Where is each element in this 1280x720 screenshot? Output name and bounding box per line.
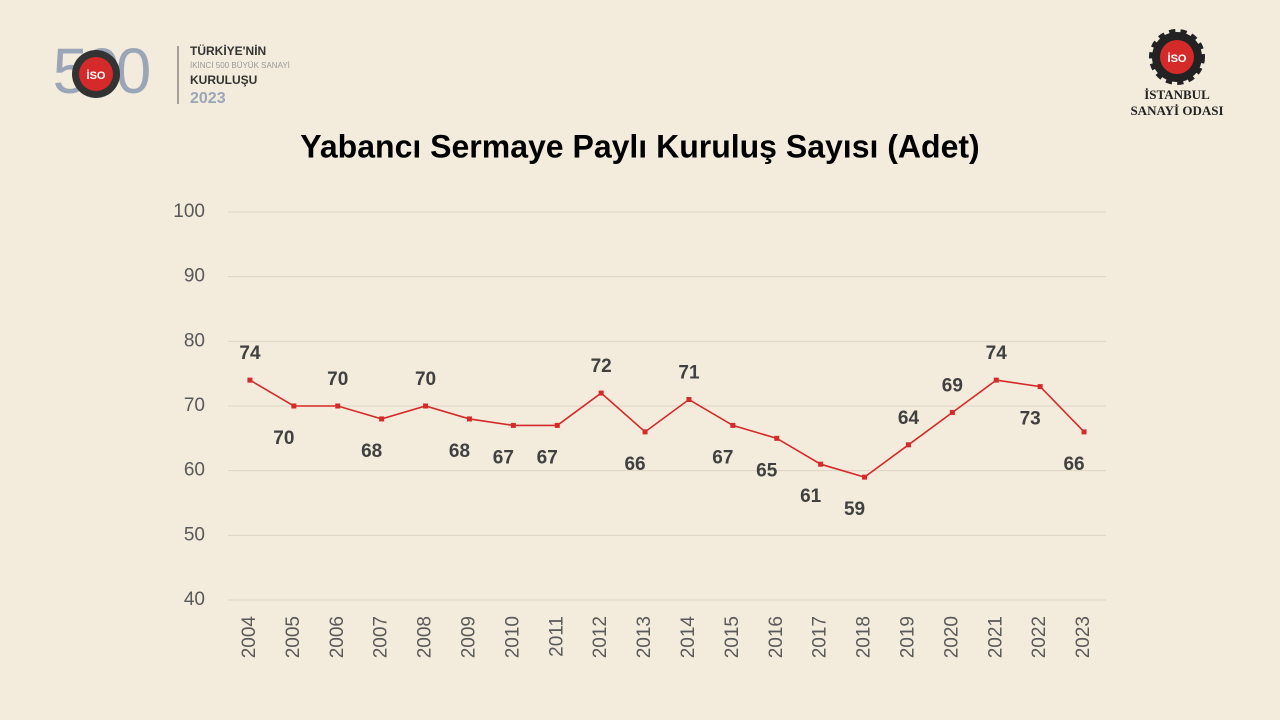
data-point (423, 403, 429, 409)
logo-year: 2023 (190, 90, 226, 107)
data-label: 70 (273, 428, 294, 449)
logo-line2: SANAYİ ODASI (1130, 103, 1223, 118)
x-tick-label: 2020 (941, 616, 962, 658)
x-tick-label: 2004 (239, 616, 260, 659)
data-point (949, 409, 955, 415)
data-label: 67 (537, 447, 558, 468)
x-tick-label: 2006 (327, 616, 348, 658)
x-tick-label: 2009 (458, 616, 479, 658)
data-point (686, 397, 692, 403)
x-tick-label: 2014 (678, 616, 699, 659)
data-label: 67 (712, 447, 733, 468)
x-tick-label: 2023 (1073, 616, 1094, 658)
data-label: 66 (624, 454, 645, 475)
logo-badge-text: İSO (87, 69, 106, 82)
data-point (1081, 429, 1087, 435)
data-label: 70 (415, 369, 436, 390)
logo-line2: İKİNCİ 500 BÜYÜK SANAYİ (190, 61, 290, 70)
data-label: 74 (239, 343, 261, 364)
y-tick-label: 60 (184, 460, 205, 481)
data-label: 66 (1063, 454, 1084, 475)
data-label: 72 (591, 356, 612, 377)
data-point (862, 474, 868, 480)
x-tick-label: 2019 (897, 616, 918, 658)
data-point (905, 442, 911, 448)
x-tick-label: 2022 (1029, 616, 1050, 658)
x-tick-label: 2017 (810, 616, 831, 658)
data-point (466, 416, 472, 422)
data-point (598, 390, 604, 396)
data-point (730, 422, 736, 428)
x-tick-label: 2013 (634, 616, 655, 658)
x-tick-label: 2016 (766, 616, 787, 658)
x-tick-label: 2018 (854, 616, 875, 658)
y-tick-label: 80 (184, 330, 205, 351)
logo-badge (79, 57, 113, 91)
x-tick-label: 2010 (502, 616, 523, 658)
y-tick-label: 40 (184, 589, 205, 610)
x-tick-label: 2012 (590, 616, 611, 658)
data-label: 64 (898, 408, 920, 429)
data-label: 69 (942, 375, 963, 396)
data-point (379, 416, 385, 422)
y-tick-label: 50 (184, 524, 205, 545)
y-tick-label: 70 (184, 395, 205, 416)
logo-badge-text: İSO (1168, 52, 1187, 65)
data-label: 74 (986, 343, 1008, 364)
logo-badge (1160, 40, 1194, 74)
x-tick-label: 2011 (546, 616, 567, 657)
y-tick-label: 90 (184, 266, 205, 287)
logo-line1: TÜRKİYE'NİN (190, 43, 266, 58)
logo-line1: İSTANBUL (1144, 87, 1210, 102)
x-tick-label: 2015 (722, 616, 743, 658)
data-label: 59 (844, 499, 865, 520)
data-point (818, 461, 824, 467)
data-line (249, 379, 1085, 479)
logo-right: İSO İSTANBUL SANAYİ ODASI (1130, 29, 1224, 118)
data-point (510, 422, 516, 428)
data-point (335, 403, 341, 409)
x-tick-label: 2021 (985, 616, 1006, 658)
data-point (774, 435, 780, 441)
logo-left: 500 İSO TÜRKİYE'NİN İKİNCİ 500 BÜYÜK SAN… (53, 35, 290, 107)
data-label: 70 (327, 369, 348, 390)
data-point (642, 429, 648, 435)
data-label: 68 (361, 441, 382, 462)
data-point (554, 422, 560, 428)
data-label: 71 (678, 363, 700, 384)
chart-title: Yabancı Sermaye Paylı Kuruluş Sayısı (Ad… (300, 128, 979, 164)
data-label: 73 (1020, 409, 1041, 430)
data-label: 68 (449, 441, 470, 462)
data-label: 65 (756, 460, 778, 481)
y-tick-label: 100 (173, 201, 205, 222)
data-point (993, 377, 999, 383)
x-tick-label: 2005 (283, 616, 304, 658)
data-point (291, 403, 297, 409)
data-label: 61 (800, 486, 822, 507)
data-point (247, 377, 253, 383)
logo-line3: KURULUŞU (190, 73, 257, 87)
x-tick-label: 2007 (371, 616, 392, 658)
data-label: 67 (493, 447, 514, 468)
data-point (1037, 384, 1043, 390)
x-tick-label: 2008 (415, 616, 436, 658)
